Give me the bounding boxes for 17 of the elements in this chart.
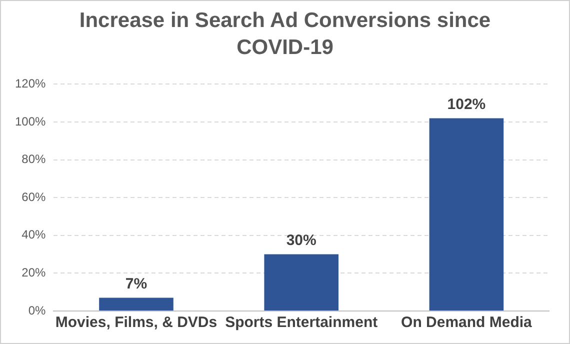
y-tick-label: 20% — [22, 266, 46, 280]
y-tick-label: 60% — [22, 190, 46, 204]
y-tick-label: 0% — [28, 303, 46, 318]
y-tick-label: 120% — [14, 76, 46, 91]
data-label: 30% — [286, 232, 316, 249]
x-tick-label: Sports Entertainment — [225, 314, 378, 332]
x-tick-label: On Demand Media — [401, 314, 533, 332]
y-tick-label: 40% — [22, 228, 46, 242]
y-tick-label: 80% — [22, 152, 46, 166]
bar — [264, 254, 338, 310]
chart-title: Increase in Search Ad Conversions since COVID-19 — [78, 8, 492, 61]
data-label: 102% — [447, 96, 486, 113]
bar — [429, 118, 504, 310]
y-tick-label: 100% — [14, 114, 46, 128]
bar — [99, 298, 174, 310]
data-label: 7% — [125, 275, 148, 292]
x-tick-label: Movies, Films, & DVDs — [55, 314, 218, 332]
